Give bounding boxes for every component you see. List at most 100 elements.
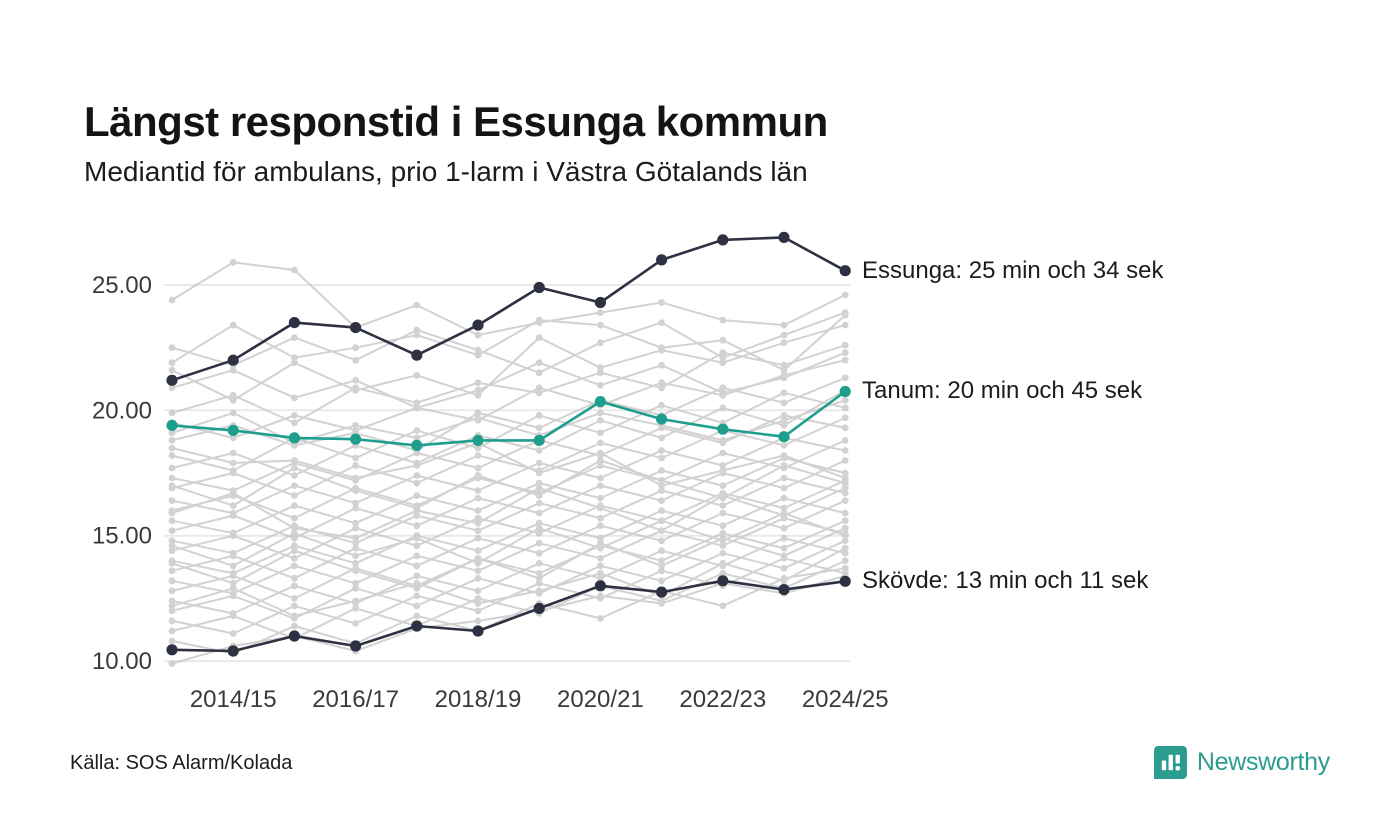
background-series-3-point: [413, 399, 421, 407]
series-skvde-point: [350, 640, 362, 652]
background-series-17-point: [597, 522, 604, 530]
background-series-22-point: [229, 630, 237, 637]
background-series-1-point: [352, 344, 359, 352]
background-series-5-point: [719, 384, 727, 392]
background-series-19-point: [780, 544, 788, 552]
line-chart-svg: 10.00 15.00 20.00 25.00 2014/15 2016/17 2018/1…: [92, 231, 889, 713]
background-series-8-point: [413, 449, 421, 457]
background-series-17-point: [291, 574, 298, 582]
background-series-13-point: [413, 522, 421, 530]
background-series-10-point: [168, 497, 176, 504]
background-series-13-point: [352, 504, 359, 512]
background-series-25-point: [658, 600, 665, 607]
background-series-34-point: [780, 452, 788, 459]
background-series-2-point: [780, 339, 788, 347]
background-series-25-point: [168, 660, 176, 667]
background-series-34-point: [352, 474, 359, 482]
background-series-19-point: [535, 569, 543, 577]
background-series-23-point: [168, 627, 176, 635]
series-essunga-point: [166, 374, 178, 386]
background-series-26-point: [291, 394, 298, 402]
background-series-29-line: [171, 527, 847, 590]
background-series-26-point: [719, 389, 727, 397]
background-series-7-point: [597, 417, 604, 424]
background-series-2-point: [719, 359, 727, 367]
background-series-15-point: [168, 547, 176, 555]
background-series-13-point: [168, 527, 176, 535]
series-skvde-point: [533, 602, 545, 614]
background-series-14-point: [168, 537, 176, 545]
background-series-18-point: [597, 554, 604, 562]
background-series-20-point: [474, 587, 482, 595]
background-series-22-point: [413, 592, 421, 600]
series-essunga-point: [227, 354, 239, 366]
series-skvde-point: [288, 630, 300, 642]
series-essunga-point: [411, 349, 423, 361]
background-series-0-point: [474, 331, 482, 339]
background-series-16-point: [291, 542, 298, 550]
background-series-9-point: [229, 469, 237, 477]
background-series-15-point: [291, 554, 298, 562]
background-series-26-point: [535, 359, 543, 367]
background-series-30-point: [780, 331, 788, 339]
background-series-25-point: [597, 592, 604, 600]
series-essunga-point: [350, 322, 362, 334]
background-series-29-point: [291, 547, 298, 555]
background-series-3-point: [535, 389, 543, 397]
background-series-28-line: [171, 487, 847, 540]
background-series-9-line: [171, 416, 847, 497]
background-series-18-point: [291, 562, 298, 570]
background-series-27-point: [474, 472, 482, 479]
background-series-18-point: [168, 577, 176, 585]
background-series-24-point: [597, 615, 604, 622]
background-series-14-point: [413, 512, 421, 519]
background-series-1-point: [780, 366, 788, 374]
background-series-5-point: [535, 424, 543, 432]
background-series-6-point: [413, 427, 421, 434]
background-series-9-point: [291, 492, 298, 499]
background-series-33-point: [168, 602, 176, 610]
background-series-7-point: [658, 434, 665, 442]
background-series-2-point: [229, 396, 237, 404]
background-series-34-point: [597, 449, 604, 457]
series-tanum-point: [839, 385, 851, 398]
background-series-32-point: [352, 552, 359, 560]
background-series-11-point: [597, 462, 604, 469]
source-credit: Källa: SOS Alarm/Kolada: [70, 752, 293, 774]
y-tick-label: 15.00: [92, 523, 152, 550]
background-series-10-point: [352, 499, 359, 507]
background-series-12-point: [658, 467, 665, 474]
background-series-26-line: [171, 351, 847, 409]
background-series-21-point: [352, 584, 359, 592]
background-series-21-point: [780, 564, 788, 572]
background-series-28-point: [658, 527, 665, 535]
series-skvde-point: [778, 584, 790, 596]
background-series-30-point: [535, 369, 543, 377]
background-series-33-point: [780, 577, 788, 585]
background-series-27-point: [352, 487, 359, 494]
background-series-25-point: [474, 617, 482, 625]
background-series-33-point: [841, 544, 849, 552]
background-series-group: [168, 259, 849, 667]
annotation-tanum: Tanum: 20 min och 45 sek: [862, 377, 1143, 404]
background-series-6-point: [597, 429, 604, 437]
background-series-21-line: [171, 539, 847, 620]
background-series-26-point: [352, 376, 359, 384]
background-series-33-point: [719, 559, 727, 567]
background-series-9-point: [413, 479, 421, 487]
series-skvde-point: [166, 644, 178, 656]
background-series-9-point: [352, 462, 359, 469]
background-series-6-point: [658, 401, 665, 409]
background-series-26-point: [168, 384, 176, 392]
background-series-23-point: [352, 605, 359, 612]
background-series-2-point: [291, 359, 298, 367]
background-series-23-point: [719, 569, 727, 577]
background-series-34-point: [841, 474, 849, 482]
background-series-2-point: [658, 346, 665, 354]
background-series-8-point: [841, 424, 849, 432]
background-series-10-line: [171, 436, 847, 515]
y-tick-label: 20.00: [92, 397, 152, 424]
background-series-14-point: [658, 487, 665, 494]
background-series-20-point: [535, 559, 543, 567]
background-series-26-point: [597, 381, 604, 389]
